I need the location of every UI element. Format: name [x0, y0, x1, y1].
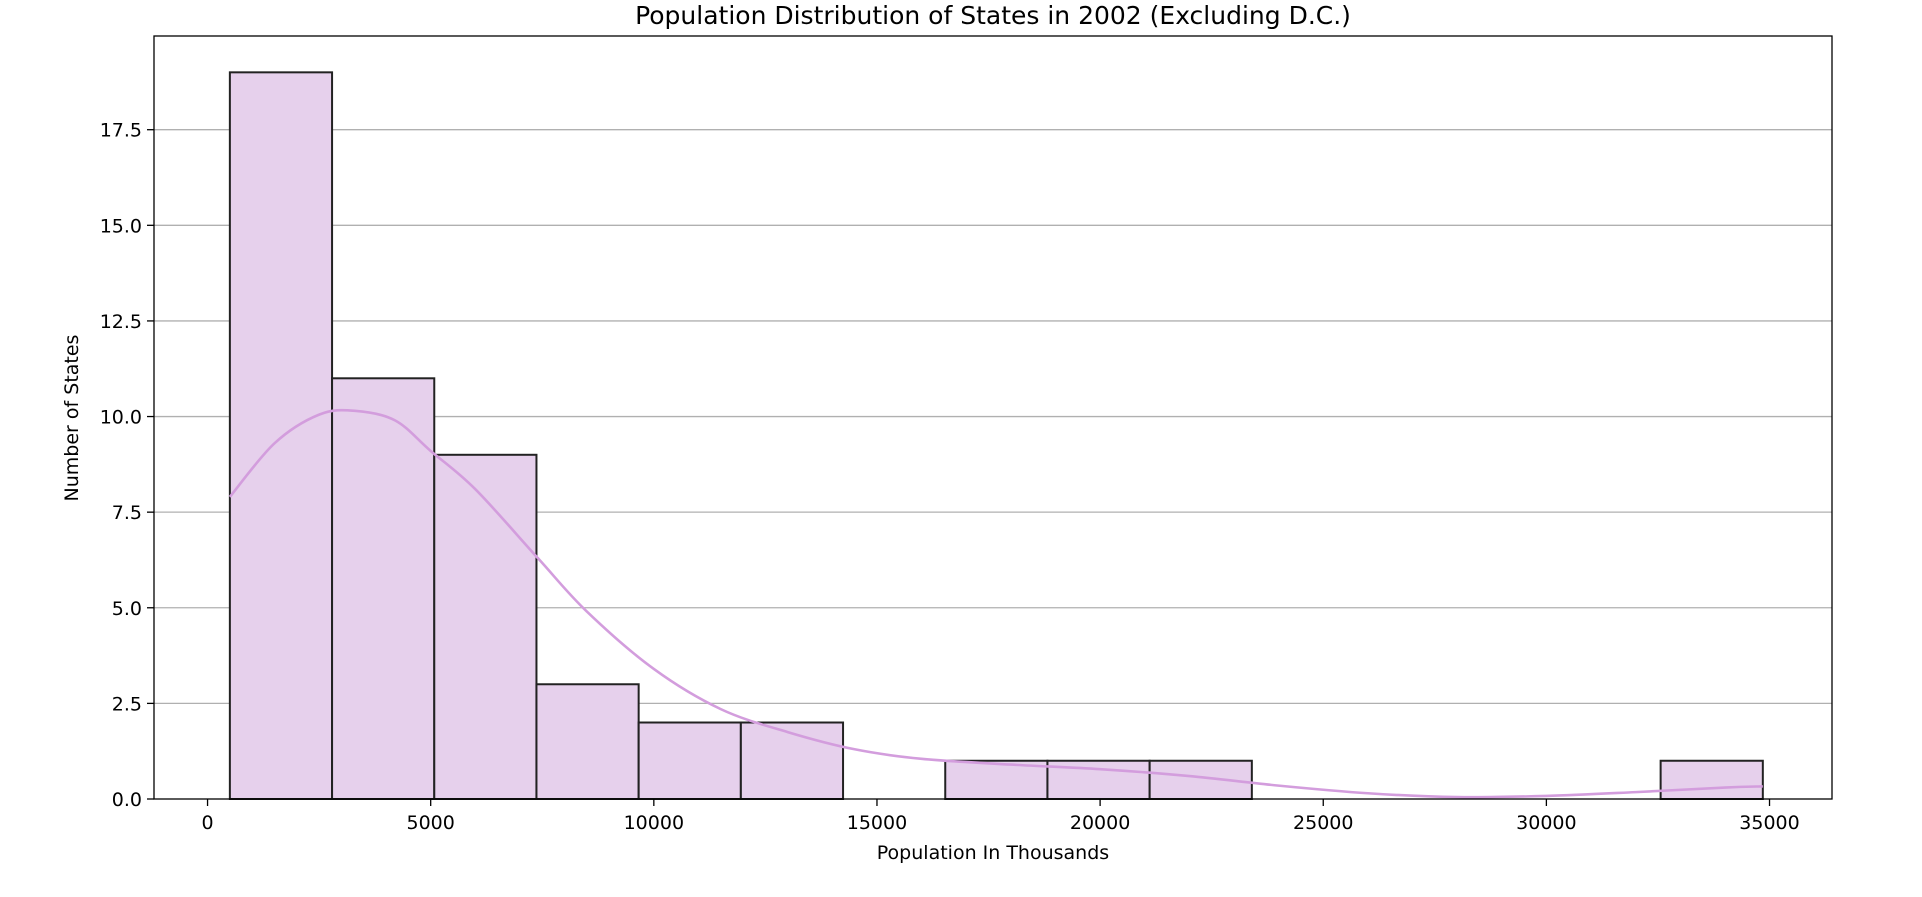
y-tick-label: 10.0 — [100, 407, 142, 429]
histogram-bar — [535, 683, 640, 801]
x-tick-label: 35000 — [1739, 812, 1799, 834]
kde-line — [228, 408, 1763, 799]
y-tick-label: 5.0 — [112, 598, 142, 620]
histogram-bars — [228, 71, 1764, 801]
x-tick-label: 0 — [202, 812, 214, 834]
x-tick-label: 15000 — [847, 812, 907, 834]
plot-frame — [153, 35, 1833, 800]
kde-curve-group — [228, 408, 1763, 799]
y-tick-label: 2.5 — [112, 693, 142, 715]
chart-title: Population Distribution of States in 200… — [635, 1, 1351, 30]
x-tick-label: 20000 — [1070, 812, 1130, 834]
histogram-bar — [944, 759, 1049, 801]
histogram-bar — [739, 721, 845, 801]
x-axis-ticks: 0 5000 10000 15000 20000 25000 30000 35000 — [202, 799, 1800, 834]
histogram-bar — [1659, 759, 1764, 801]
histogram-bar — [433, 453, 538, 800]
histogram-bar — [637, 721, 742, 801]
histogram-bar — [228, 71, 334, 801]
y-tick-label: 12.5 — [100, 311, 142, 333]
y-tick-label: 15.0 — [100, 215, 142, 237]
x-tick-label: 5000 — [407, 812, 455, 834]
y-tick-label: 0.0 — [112, 789, 142, 811]
y-axis-title: Number of States — [61, 335, 83, 502]
x-tick-label: 25000 — [1293, 812, 1353, 834]
y-tick-label: 7.5 — [112, 502, 142, 524]
y-tick-label: 17.5 — [100, 120, 142, 142]
x-tick-label: 10000 — [624, 812, 684, 834]
y-axis-ticks: 0.0 2.5 5.0 7.5 10.0 12.5 15.0 17.5 — [100, 120, 154, 811]
x-tick-label: 30000 — [1516, 812, 1576, 834]
x-axis-title: Population In Thousands — [877, 842, 1109, 864]
